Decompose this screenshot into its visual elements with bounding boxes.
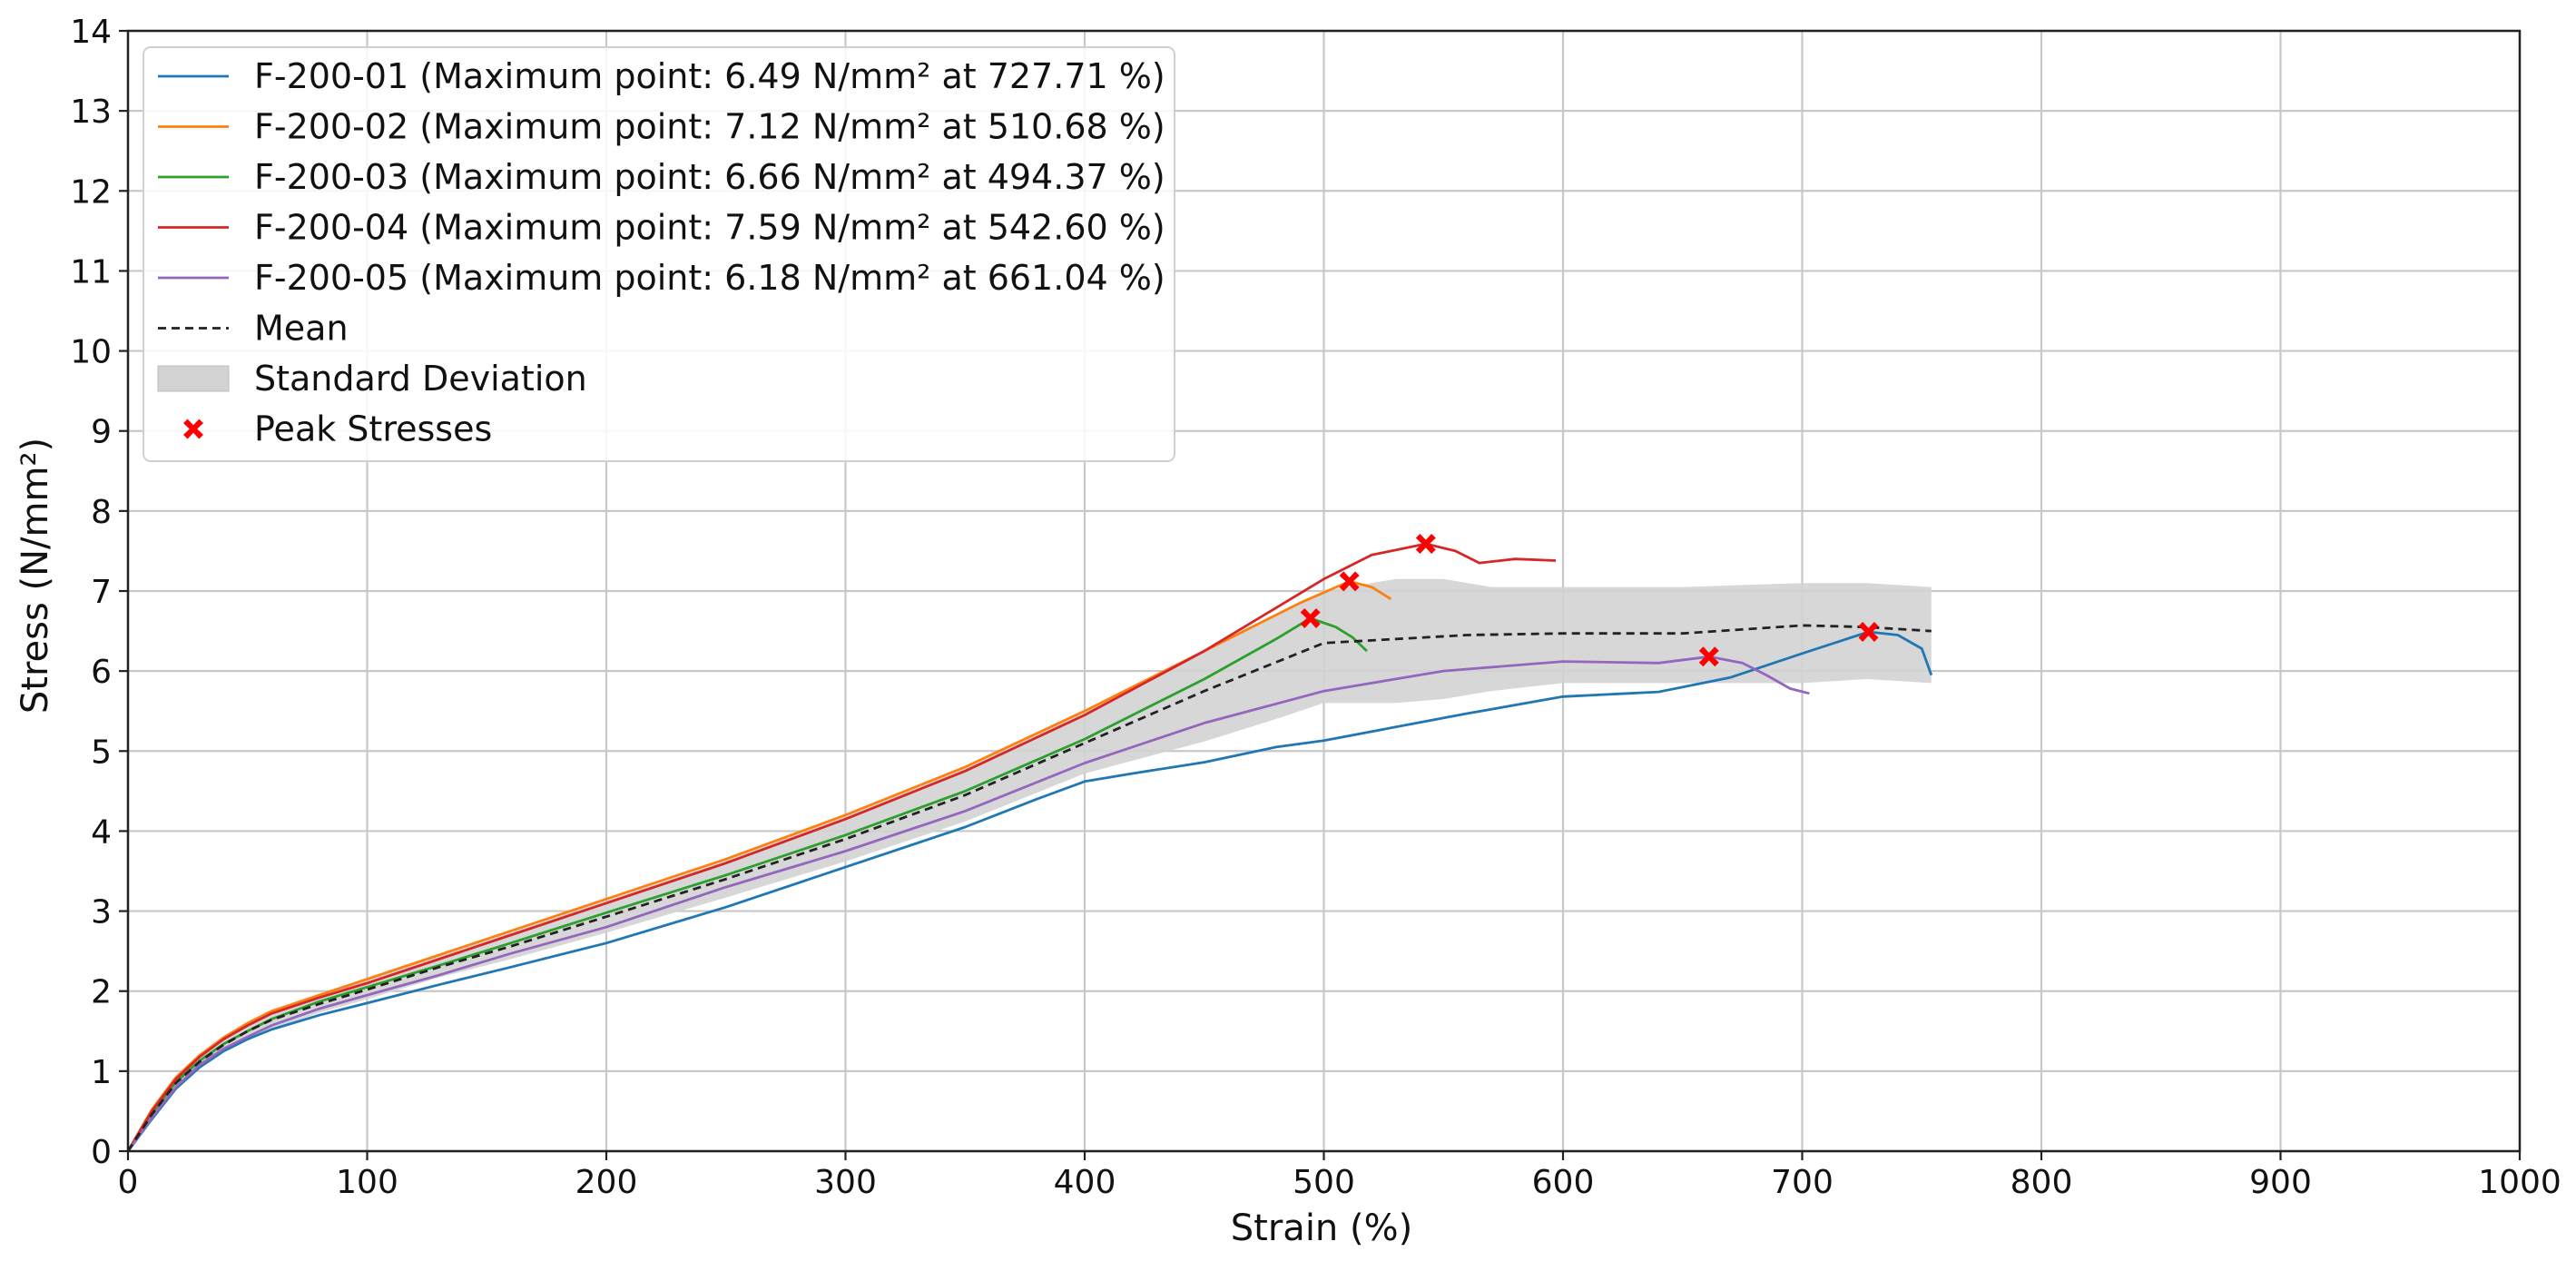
legend-label: F-200-04 (Maximum point: 7.59 N/mm² at 5… <box>254 208 1165 248</box>
y-tick-label: 3 <box>91 894 112 931</box>
series-line-f-200-02 <box>126 580 1392 1152</box>
legend-label: F-200-02 (Maximum point: 7.12 N/mm² at 5… <box>254 107 1165 147</box>
legend-label: Mean <box>254 309 349 349</box>
axes-layer: 0 100 200 300 400 500 600 700 800 900 100001234567… <box>70 14 2561 1201</box>
series-line-f-200-05 <box>126 655 1810 1152</box>
legend-label: F-200-03 (Maximum point: 6.66 N/mm² at 4… <box>254 157 1165 197</box>
legend-swatch-band <box>157 365 230 392</box>
x-tick-label: 200 <box>575 1164 638 1201</box>
y-tick-label: 12 <box>70 173 112 211</box>
x-tick-label: 100 <box>336 1164 398 1201</box>
x-tick-label: 800 <box>2011 1164 2073 1201</box>
x-tick-label: 900 <box>2249 1164 2312 1201</box>
legend-label: F-200-01 (Maximum point: 6.49 N/mm² at 7… <box>254 56 1165 96</box>
std-band-layer <box>128 578 1932 1151</box>
legend-label: Standard Deviation <box>254 359 587 399</box>
series-layer <box>126 542 1933 1152</box>
y-tick-label: 6 <box>91 654 112 691</box>
peak-stress-marker <box>1339 571 1360 592</box>
y-tick-label: 14 <box>70 14 112 51</box>
x-axis-title: Strain (%) <box>1231 1207 1412 1249</box>
y-tick-label: 2 <box>91 974 112 1011</box>
mean-layer <box>126 624 1932 1152</box>
y-axis-title: Stress (N/mm²) <box>15 438 56 714</box>
peak-stress-marker <box>1415 534 1436 554</box>
x-tick-label: 1000 <box>2478 1164 2561 1201</box>
legend-swatch-marker <box>183 419 203 439</box>
y-tick-label: 5 <box>91 734 112 771</box>
y-tick-label: 4 <box>91 813 112 851</box>
legend-box <box>143 46 1175 462</box>
y-tick-label: 7 <box>91 574 112 611</box>
y-tick-label: 9 <box>91 414 112 451</box>
std-deviation-band <box>128 578 1932 1151</box>
series-line-f-200-01 <box>126 630 1933 1152</box>
y-tick-label: 8 <box>91 494 112 531</box>
x-tick-label: 500 <box>1293 1164 1355 1201</box>
plot-frame <box>126 29 2522 1153</box>
peak-layer <box>1300 534 1879 667</box>
peak-stress-marker <box>1300 608 1321 628</box>
x-tick-label: 600 <box>1532 1164 1595 1201</box>
x-tick-label: 700 <box>1771 1164 1834 1201</box>
x-tick-label: 0 <box>118 1164 139 1201</box>
legend: F-200-01 (Maximum point: 6.49 N/mm² at 7… <box>143 46 1175 462</box>
x-tick-label: 300 <box>814 1164 877 1201</box>
y-tick-label: 11 <box>70 253 112 291</box>
legend-label: Peak Stresses <box>254 409 492 449</box>
y-tick-label: 1 <box>91 1054 112 1091</box>
peak-stress-marker <box>1858 622 1879 642</box>
legend-label: F-200-05 (Maximum point: 6.18 N/mm² at 6… <box>254 258 1165 298</box>
peak-stress-marker <box>1698 646 1719 667</box>
y-tick-label: 13 <box>70 94 112 131</box>
y-tick-label: 10 <box>70 334 112 371</box>
x-tick-label: 400 <box>1054 1164 1116 1201</box>
mean-line <box>126 624 1932 1152</box>
y-tick-label: 0 <box>91 1134 112 1171</box>
